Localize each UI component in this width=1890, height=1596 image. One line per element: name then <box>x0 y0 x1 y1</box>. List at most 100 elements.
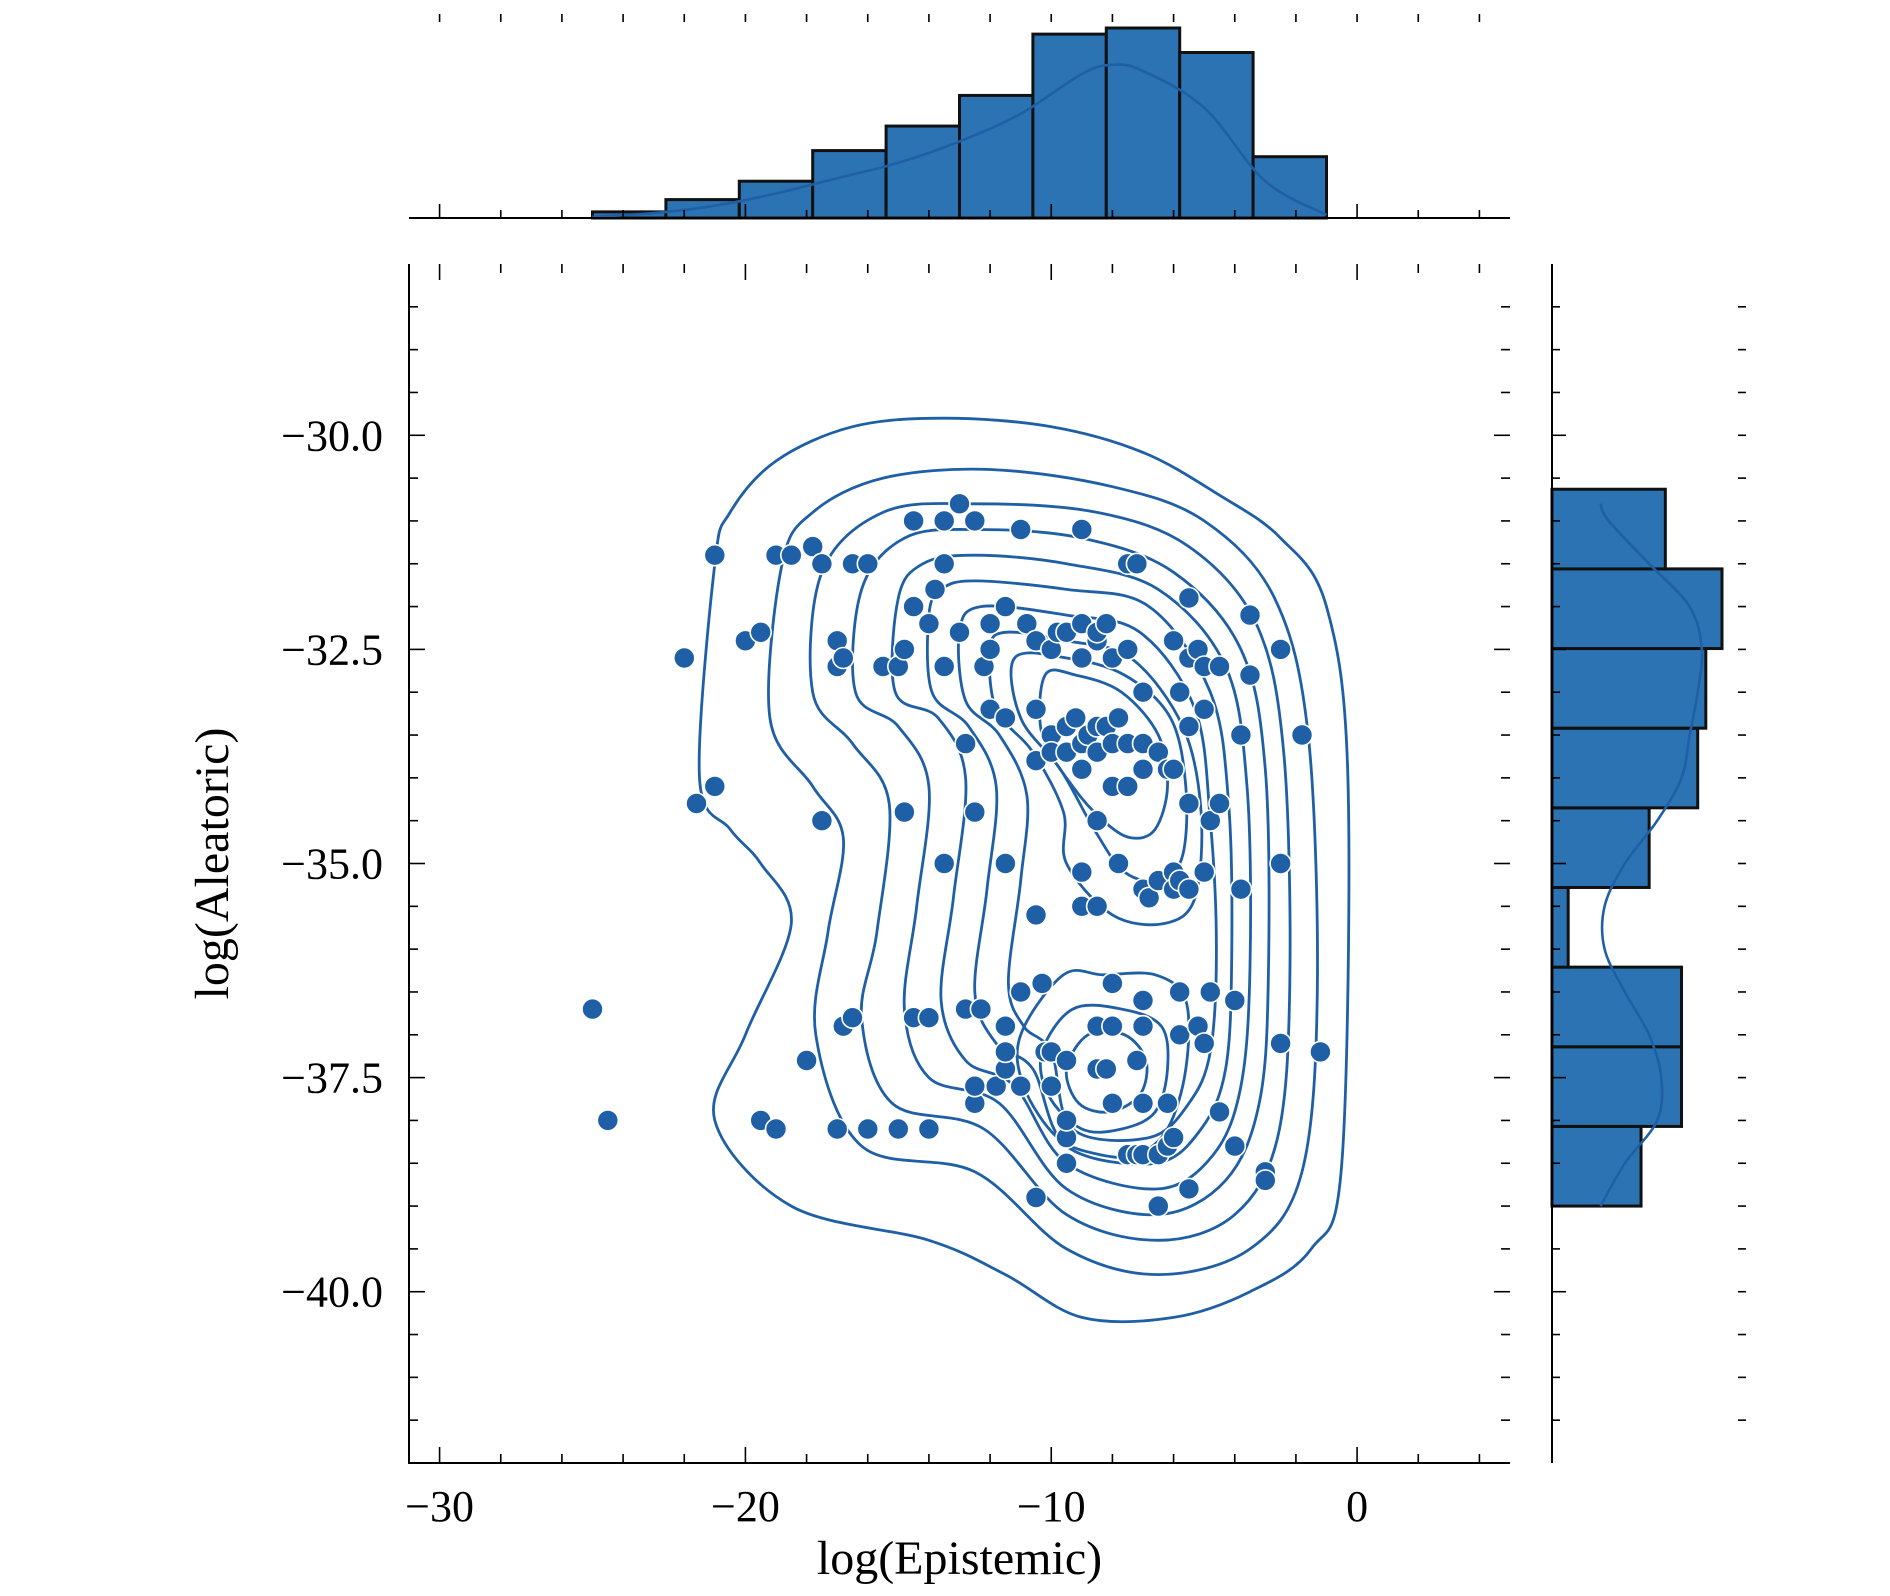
top-histogram-bar <box>1178 51 1255 220</box>
scatter-point <box>779 543 803 567</box>
kde-contour-level-6 <box>925 579 1234 1166</box>
right-histogram-bar <box>1550 726 1700 810</box>
scatter-point <box>963 1074 987 1098</box>
scatter-point <box>841 1006 864 1030</box>
scatter-point <box>1131 1014 1155 1038</box>
scatter-point <box>1101 972 1124 995</box>
scatter-point <box>856 552 880 576</box>
scatter-point <box>1177 1177 1201 1201</box>
scatter-point <box>1223 989 1247 1012</box>
scatter-point <box>932 655 956 678</box>
scatter-point <box>1269 852 1292 875</box>
scatter-point <box>1116 638 1139 661</box>
scatter-point <box>923 578 947 601</box>
scatter-point <box>1168 980 1191 1004</box>
y-tick-label: −37.5 <box>281 1054 383 1103</box>
scatter-point <box>963 800 987 824</box>
scatter-point <box>1199 980 1222 1004</box>
y-axis-title: log(Aleatoric) <box>186 728 239 1000</box>
scatter-point <box>1095 1057 1118 1081</box>
top-histogram-bar <box>811 149 888 220</box>
scatter-point <box>810 809 834 833</box>
scatter-point <box>1147 740 1170 764</box>
top-kde-curve <box>592 63 1328 219</box>
scatter-point <box>596 1109 620 1132</box>
scatter-point <box>1125 1049 1149 1072</box>
scatter-point <box>703 775 727 798</box>
scatter-point <box>1116 775 1139 798</box>
scatter-point <box>963 509 987 533</box>
scatter-point <box>1009 1074 1033 1098</box>
scatter-point <box>1177 877 1201 901</box>
right-histogram-bar <box>1550 1124 1643 1208</box>
scatter-point <box>994 595 1017 618</box>
scatter-point <box>1199 809 1222 833</box>
scatter-point <box>1101 1092 1124 1115</box>
scatter-point <box>1085 809 1109 833</box>
x-tick-label: −30 <box>405 1482 474 1531</box>
scatter-point <box>1040 1074 1063 1098</box>
scatter-point <box>994 706 1017 730</box>
kde-contour-level-2 <box>767 467 1319 1277</box>
scatter-point <box>1177 586 1201 610</box>
scatter-point <box>1055 1049 1078 1072</box>
scatter-point <box>1309 1040 1332 1064</box>
scatter-point <box>1107 852 1130 875</box>
scatter-point <box>795 1049 818 1072</box>
y-tick-label: −35.0 <box>281 840 383 889</box>
scatter-point <box>994 1040 1017 1064</box>
scatter-point <box>1254 1169 1277 1192</box>
scatter-point <box>1131 757 1155 781</box>
scatter-point <box>1168 680 1191 704</box>
scatter-point <box>1125 552 1149 576</box>
scatter-point <box>581 997 604 1021</box>
scatter-point <box>1229 723 1253 747</box>
scatter-point <box>969 997 993 1021</box>
scatter-point <box>1177 715 1201 738</box>
scatter-point <box>1208 792 1231 815</box>
scatter-point <box>825 1117 849 1141</box>
right-histogram-bar <box>1550 567 1724 651</box>
scatter-point <box>932 852 956 875</box>
scatter-point <box>1009 980 1033 1004</box>
scatter-point <box>917 1117 941 1141</box>
top-marginal-histogram <box>409 14 1510 220</box>
scatter-point <box>954 732 977 755</box>
scatter-point <box>1095 612 1118 636</box>
main-axes-spines <box>408 264 1510 1464</box>
scatter-point <box>1177 792 1201 815</box>
scatter-point <box>1192 1032 1216 1055</box>
scatter-point <box>831 646 855 670</box>
scatter-point <box>1015 612 1039 636</box>
right-kde-curve <box>1599 503 1704 1207</box>
top-histogram-bar <box>1031 32 1108 220</box>
scatter-point <box>1055 1109 1078 1132</box>
y-tick-label: −40.0 <box>281 1268 383 1317</box>
scatter-point <box>932 552 956 576</box>
scatter-point <box>1238 603 1262 627</box>
right-histogram-bar <box>1550 647 1708 730</box>
scatter-panel: −30 −20 −10 0 −30.0 −32.5 −35.0 −37.5 −40.0 log… <box>186 264 1510 1585</box>
kde-contour-level-4 <box>851 528 1271 1217</box>
kde-contour-level-3 <box>808 502 1292 1242</box>
kde-contour-level-12 <box>1038 1003 1170 1134</box>
scatter-point <box>1192 697 1216 721</box>
scatter-point <box>1131 1092 1155 1115</box>
scatter-point <box>917 1006 941 1030</box>
scatter-point <box>1147 1194 1170 1218</box>
x-tick-label: 0 <box>1346 1482 1368 1531</box>
scatter-point <box>1024 697 1048 721</box>
scatter-point <box>1162 1126 1185 1149</box>
scatter-point <box>1070 860 1094 884</box>
y-tick-label: −32.5 <box>281 625 383 674</box>
scatter-point <box>856 1117 880 1141</box>
scatter-point <box>685 792 708 815</box>
scatter-point <box>810 552 834 576</box>
top-histogram-bar <box>1251 155 1328 220</box>
scatter-point <box>886 1117 910 1141</box>
top-histogram-bar <box>1104 26 1182 220</box>
scatter-point <box>984 1074 1008 1098</box>
kde-contour-level-7 <box>957 604 1218 1142</box>
scatter-point <box>932 509 956 533</box>
